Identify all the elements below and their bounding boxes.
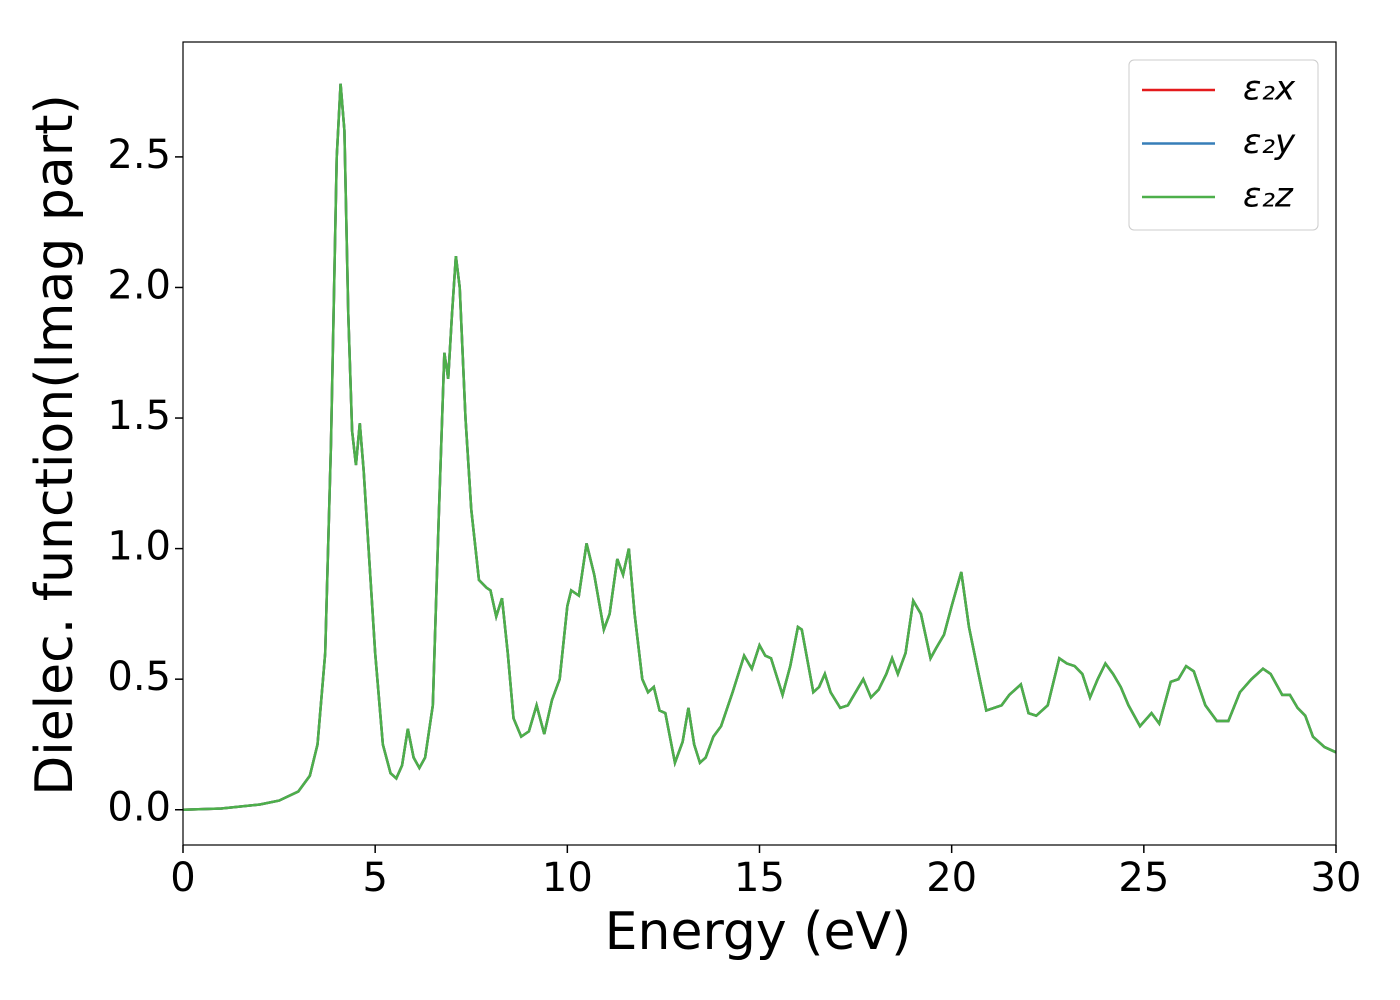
legend-label: ε₂x	[1243, 69, 1296, 109]
y-tick-label: 2.0	[107, 262, 171, 308]
x-tick-label: 15	[734, 855, 785, 901]
x-tick-label: 10	[542, 855, 593, 901]
y-tick-label: 1.5	[107, 393, 171, 439]
data-line	[183, 83, 1336, 811]
x-axis-label: Energy (eV)	[605, 902, 912, 962]
y-tick-label: 0.0	[107, 785, 171, 831]
y-tick-label: 2.5	[107, 132, 171, 178]
x-tick-label: 5	[362, 855, 387, 901]
legend-label: ε₂z	[1243, 176, 1294, 216]
x-tick-label: 20	[926, 855, 977, 901]
legend-box	[1128, 59, 1319, 231]
legend-label: ε₂y	[1243, 122, 1296, 162]
y-axis-label: Dielec. function(Imag part)	[25, 94, 85, 796]
y-tick-label: 1.0	[107, 524, 171, 570]
x-tick-label: 0	[170, 855, 195, 901]
y-tick-label: 0.5	[107, 654, 171, 700]
x-tick-label: 30	[1311, 855, 1362, 901]
plot-frame	[182, 41, 1337, 846]
x-tick-label: 25	[1118, 855, 1169, 901]
